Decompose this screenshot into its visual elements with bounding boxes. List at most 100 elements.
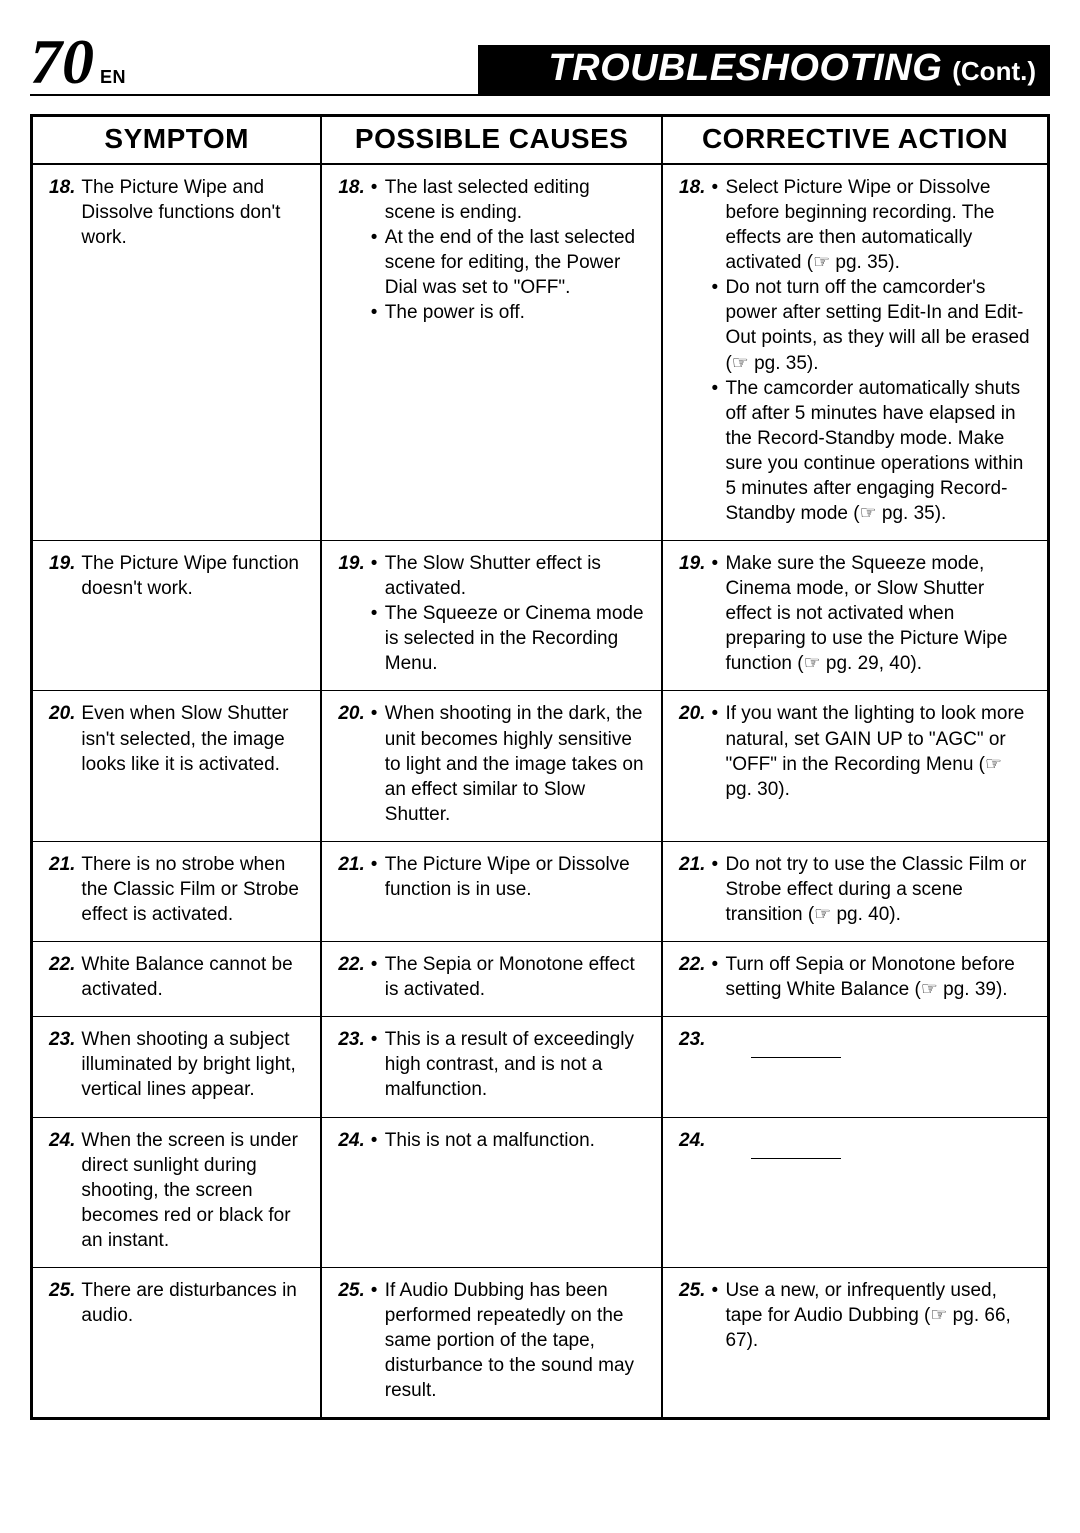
column-header-causes: POSSIBLE CAUSES	[321, 116, 662, 165]
table-row: 20.Even when Slow Shutter isn't selected…	[32, 691, 1049, 841]
bullet-item: This is a result of exceedingly high con…	[371, 1027, 645, 1102]
item-number: 25.	[679, 1278, 711, 1353]
item-number: 25.	[338, 1278, 370, 1403]
bullet-list: Turn off Sepia or Monotone before settin…	[711, 952, 1031, 1002]
symptom-cell: 25.There are disturbances in audio.	[32, 1267, 322, 1418]
table-row: 21.There is no strobe when the Classic F…	[32, 841, 1049, 941]
bullet-item: The Picture Wipe or Dissolve function is…	[371, 852, 645, 902]
symptom-cell: 23.When shooting a subject illuminated b…	[32, 1017, 322, 1117]
symptom-cell: 18.The Picture Wipe and Dissolve functio…	[32, 164, 322, 541]
bullet-item: Use a new, or infrequently used, tape fo…	[711, 1278, 1031, 1353]
causes-cell: 25.If Audio Dubbing has been performed r…	[321, 1267, 662, 1418]
bullet-list: If you want the lighting to look more na…	[711, 701, 1031, 801]
bullet-item: This is not a malfunction.	[371, 1128, 645, 1153]
item-number: 19.	[679, 551, 711, 676]
bullet-item: Do not turn off the camcorder's power af…	[711, 275, 1031, 375]
bullet-item: Select Picture Wipe or Dissolve before b…	[711, 175, 1031, 275]
item-number: 22.	[338, 952, 370, 1002]
table-row: 19.The Picture Wipe function doesn't wor…	[32, 541, 1049, 691]
page-header: 70 EN TROUBLESHOOTING (Cont.)	[30, 30, 1050, 96]
item-number: 21.	[49, 852, 81, 927]
item-number: 18.	[679, 175, 711, 526]
header-cont: (Cont.)	[952, 56, 1036, 87]
causes-body: This is not a malfunction.	[371, 1128, 645, 1153]
item-number: 20.	[338, 701, 370, 826]
bullet-list: Use a new, or infrequently used, tape fo…	[711, 1278, 1031, 1353]
table-row: 22.White Balance cannot be activated.22.…	[32, 942, 1049, 1017]
action-cell: 22.Turn off Sepia or Monotone before set…	[662, 942, 1048, 1017]
item-number: 20.	[679, 701, 711, 801]
header-title-wrap: TROUBLESHOOTING (Cont.)	[478, 45, 1050, 94]
item-number: 20.	[49, 701, 81, 776]
item-number: 24.	[338, 1128, 370, 1153]
page-number: 70	[30, 30, 94, 94]
bullet-list: If Audio Dubbing has been performed repe…	[371, 1278, 645, 1403]
symptom-text: White Balance cannot be activated.	[81, 952, 304, 1002]
symptom-cell: 22.White Balance cannot be activated.	[32, 942, 322, 1017]
bullet-list: Do not try to use the Classic Film or St…	[711, 852, 1031, 927]
blank-line	[751, 1057, 841, 1058]
action-body: Use a new, or infrequently used, tape fo…	[711, 1278, 1031, 1353]
bullet-list: The last selected editing scene is endin…	[371, 175, 645, 325]
column-header-action: CORRECTIVE ACTION	[662, 116, 1048, 165]
bullet-item: The camcorder automatically shuts off af…	[711, 376, 1031, 526]
causes-cell: 23.This is a result of exceedingly high …	[321, 1017, 662, 1117]
bullet-item: Make sure the Squeeze mode, Cinema mode,…	[711, 551, 1031, 676]
item-number: 24.	[49, 1128, 81, 1253]
symptom-cell: 19.The Picture Wipe function doesn't wor…	[32, 541, 322, 691]
item-number: 24.	[679, 1128, 711, 1159]
item-number: 25.	[49, 1278, 81, 1328]
bullet-list: The Slow Shutter effect is activated.The…	[371, 551, 645, 676]
action-body	[711, 1027, 1031, 1058]
action-body: If you want the lighting to look more na…	[711, 701, 1031, 801]
bullet-item: Turn off Sepia or Monotone before settin…	[711, 952, 1031, 1002]
troubleshooting-table: SYMPTOM POSSIBLE CAUSES CORRECTIVE ACTIO…	[30, 114, 1050, 1420]
table-row: 18. The Picture Wipe and Dissolve functio…	[32, 164, 1049, 541]
item-number: 23.	[49, 1027, 81, 1102]
symptom-text: There is no strobe when the Classic Film…	[81, 852, 304, 927]
bullet-item: When shooting in the dark, the unit beco…	[371, 701, 645, 826]
action-body: Do not try to use the Classic Film or St…	[711, 852, 1031, 927]
column-header-symptom: SYMPTOM	[32, 116, 322, 165]
action-cell: 24.	[662, 1117, 1048, 1267]
table-row: 25.There are disturbances in audio.25.If…	[32, 1267, 1049, 1418]
bullet-list: Make sure the Squeeze mode, Cinema mode,…	[711, 551, 1031, 676]
symptom-text: The Picture Wipe and Dissolve functions …	[81, 175, 304, 250]
bullet-item: The Sepia or Monotone effect is activate…	[371, 952, 645, 1002]
symptom-cell: 20.Even when Slow Shutter isn't selected…	[32, 691, 322, 841]
bullet-item: If you want the lighting to look more na…	[711, 701, 1031, 801]
bullet-list: This is not a malfunction.	[371, 1128, 645, 1153]
bullet-list: The Picture Wipe or Dissolve function is…	[371, 852, 645, 902]
bullet-item: If Audio Dubbing has been performed repe…	[371, 1278, 645, 1403]
action-cell: 21.Do not try to use the Classic Film or…	[662, 841, 1048, 941]
item-number: 22.	[679, 952, 711, 1002]
causes-body: The last selected editing scene is endin…	[371, 175, 645, 325]
item-number: 23.	[679, 1027, 711, 1058]
table-row: 24.When the screen is under direct sunli…	[32, 1117, 1049, 1267]
item-number: 23.	[338, 1027, 370, 1102]
action-body	[711, 1128, 1031, 1159]
causes-cell: 18.The last selected editing scene is en…	[321, 164, 662, 541]
blank-line	[751, 1158, 841, 1159]
symptom-cell: 24.When the screen is under direct sunli…	[32, 1117, 322, 1267]
action-body: Turn off Sepia or Monotone before settin…	[711, 952, 1031, 1002]
item-number: 19.	[338, 551, 370, 676]
bullet-item: The Squeeze or Cinema mode is selected i…	[371, 601, 645, 676]
bullet-list: When shooting in the dark, the unit beco…	[371, 701, 645, 826]
causes-body: This is a result of exceedingly high con…	[371, 1027, 645, 1102]
action-cell: 20.If you want the lighting to look more…	[662, 691, 1048, 841]
causes-cell: 19.The Slow Shutter effect is activated.…	[321, 541, 662, 691]
bullet-item: The Slow Shutter effect is activated.	[371, 551, 645, 601]
symptom-cell: 21.There is no strobe when the Classic F…	[32, 841, 322, 941]
item-number: 21.	[338, 852, 370, 902]
item-number: 19.	[49, 551, 81, 601]
action-cell: 25.Use a new, or infrequently used, tape…	[662, 1267, 1048, 1418]
item-number: 21.	[679, 852, 711, 927]
causes-body: When shooting in the dark, the unit beco…	[371, 701, 645, 826]
action-body: Make sure the Squeeze mode, Cinema mode,…	[711, 551, 1031, 676]
item-number: 22.	[49, 952, 81, 1002]
symptom-text: The Picture Wipe function doesn't work.	[81, 551, 304, 601]
bullet-list: This is a result of exceedingly high con…	[371, 1027, 645, 1102]
bullet-list: Select Picture Wipe or Dissolve before b…	[711, 175, 1031, 526]
symptom-text: When shooting a subject illuminated by b…	[81, 1027, 304, 1102]
